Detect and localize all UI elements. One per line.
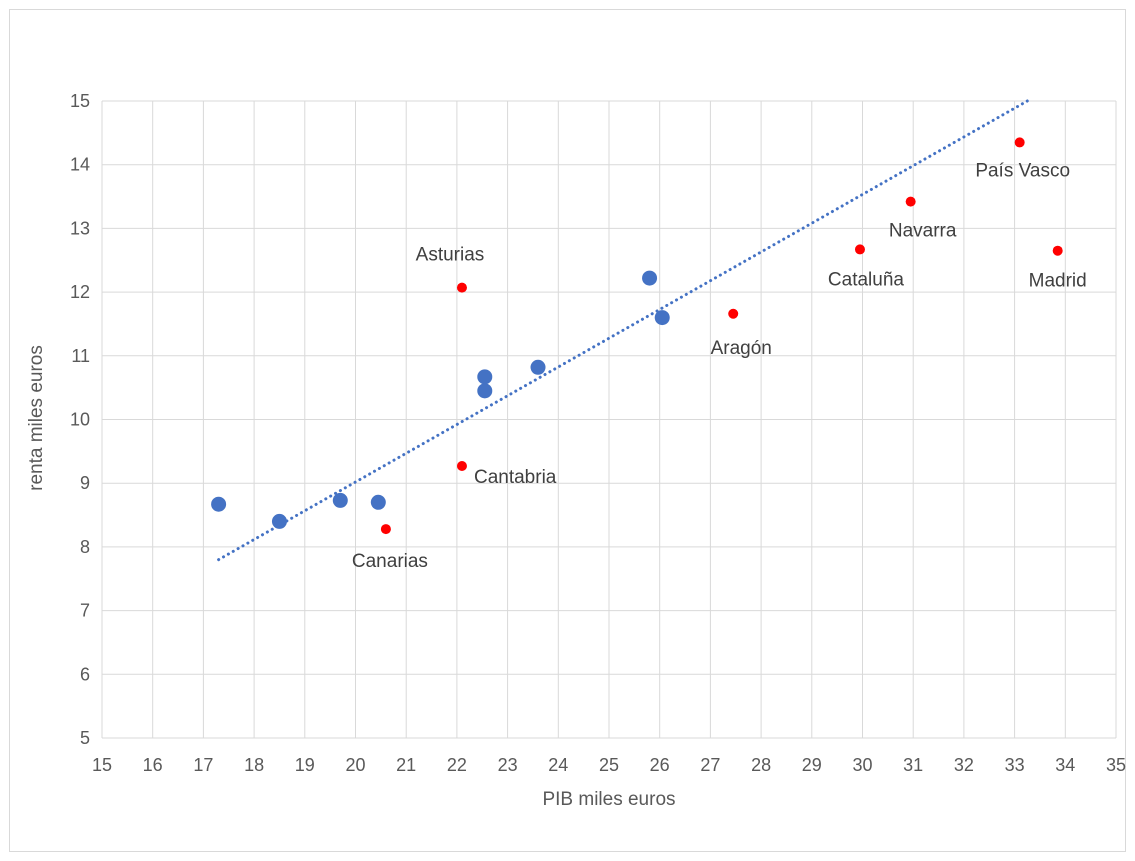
y-tick-label: 10	[70, 410, 90, 430]
red-data-point	[728, 308, 739, 319]
y-tick-label: 9	[80, 473, 90, 493]
x-tick-label: 35	[1106, 755, 1126, 775]
y-tick-label: 6	[80, 664, 90, 684]
x-tick-label: 22	[447, 755, 467, 775]
blue-data-point	[211, 496, 227, 512]
x-tick-label: 28	[751, 755, 771, 775]
blue-data-point	[530, 359, 546, 375]
x-tick-label: 26	[650, 755, 670, 775]
red-data-point	[1052, 245, 1063, 256]
blue-data-point	[370, 494, 386, 510]
blue-data-point	[477, 369, 493, 385]
blue-data-point	[654, 310, 670, 326]
red-data-point	[456, 282, 467, 293]
data-label: Asturias	[416, 245, 485, 266]
y-tick-label: 15	[70, 91, 90, 111]
data-points	[211, 137, 1063, 535]
x-tick-label: 34	[1055, 755, 1075, 775]
data-label: Cataluña	[828, 269, 904, 290]
y-tick-label: 11	[71, 346, 90, 366]
y-tick-label: 7	[80, 601, 90, 621]
x-tick-label: 23	[498, 755, 518, 775]
x-tick-label: 32	[954, 755, 974, 775]
blue-data-point	[477, 383, 493, 399]
y-tick-label: 13	[70, 218, 90, 238]
x-tick-label: 18	[244, 755, 264, 775]
trendline-layer	[217, 99, 1029, 562]
red-data-point	[1014, 137, 1025, 148]
x-tick-label: 33	[1005, 755, 1025, 775]
red-data-point	[905, 196, 916, 207]
trendline	[217, 99, 1029, 562]
blue-data-point	[271, 513, 287, 529]
red-data-point	[380, 524, 391, 535]
y-axis-title: renta miles euros	[26, 345, 47, 491]
x-tick-label: 19	[295, 755, 315, 775]
blue-data-point	[332, 492, 348, 508]
data-label: Aragón	[711, 338, 772, 359]
y-tick-label: 5	[80, 728, 90, 748]
data-label: Madrid	[1029, 271, 1087, 292]
red-data-point	[456, 461, 467, 472]
x-tick-label: 24	[548, 755, 568, 775]
x-tick-label: 15	[92, 755, 112, 775]
x-axis-title: PIB miles euros	[542, 789, 675, 810]
x-tick-label: 21	[396, 755, 416, 775]
x-tick-label: 20	[345, 755, 365, 775]
point-labels: Asturias Cantabria Canarias Aragón Cataluña N…	[352, 160, 1087, 572]
data-label: Cantabria	[474, 467, 557, 488]
blue-data-point	[642, 270, 658, 286]
x-tick-label: 17	[193, 755, 213, 775]
x-tick-label: 30	[852, 755, 872, 775]
tick-labels: 15 16 17 18 19 20 21 22 23 24 25 26 27 28 29 30 31 32 33 34…	[70, 91, 1126, 775]
y-tick-label: 12	[70, 282, 90, 302]
y-tick-label: 14	[70, 155, 90, 175]
data-label: Navarra	[889, 221, 957, 242]
x-tick-label: 16	[143, 755, 163, 775]
gridlines	[101, 100, 1117, 739]
x-tick-label: 27	[700, 755, 720, 775]
x-tick-label: 25	[599, 755, 619, 775]
red-data-point	[854, 244, 865, 255]
data-label: Canarias	[352, 551, 428, 572]
y-tick-label: 8	[80, 537, 90, 557]
x-tick-label: 29	[802, 755, 822, 775]
data-label: País Vasco	[975, 160, 1070, 181]
x-tick-label: 31	[903, 755, 923, 775]
